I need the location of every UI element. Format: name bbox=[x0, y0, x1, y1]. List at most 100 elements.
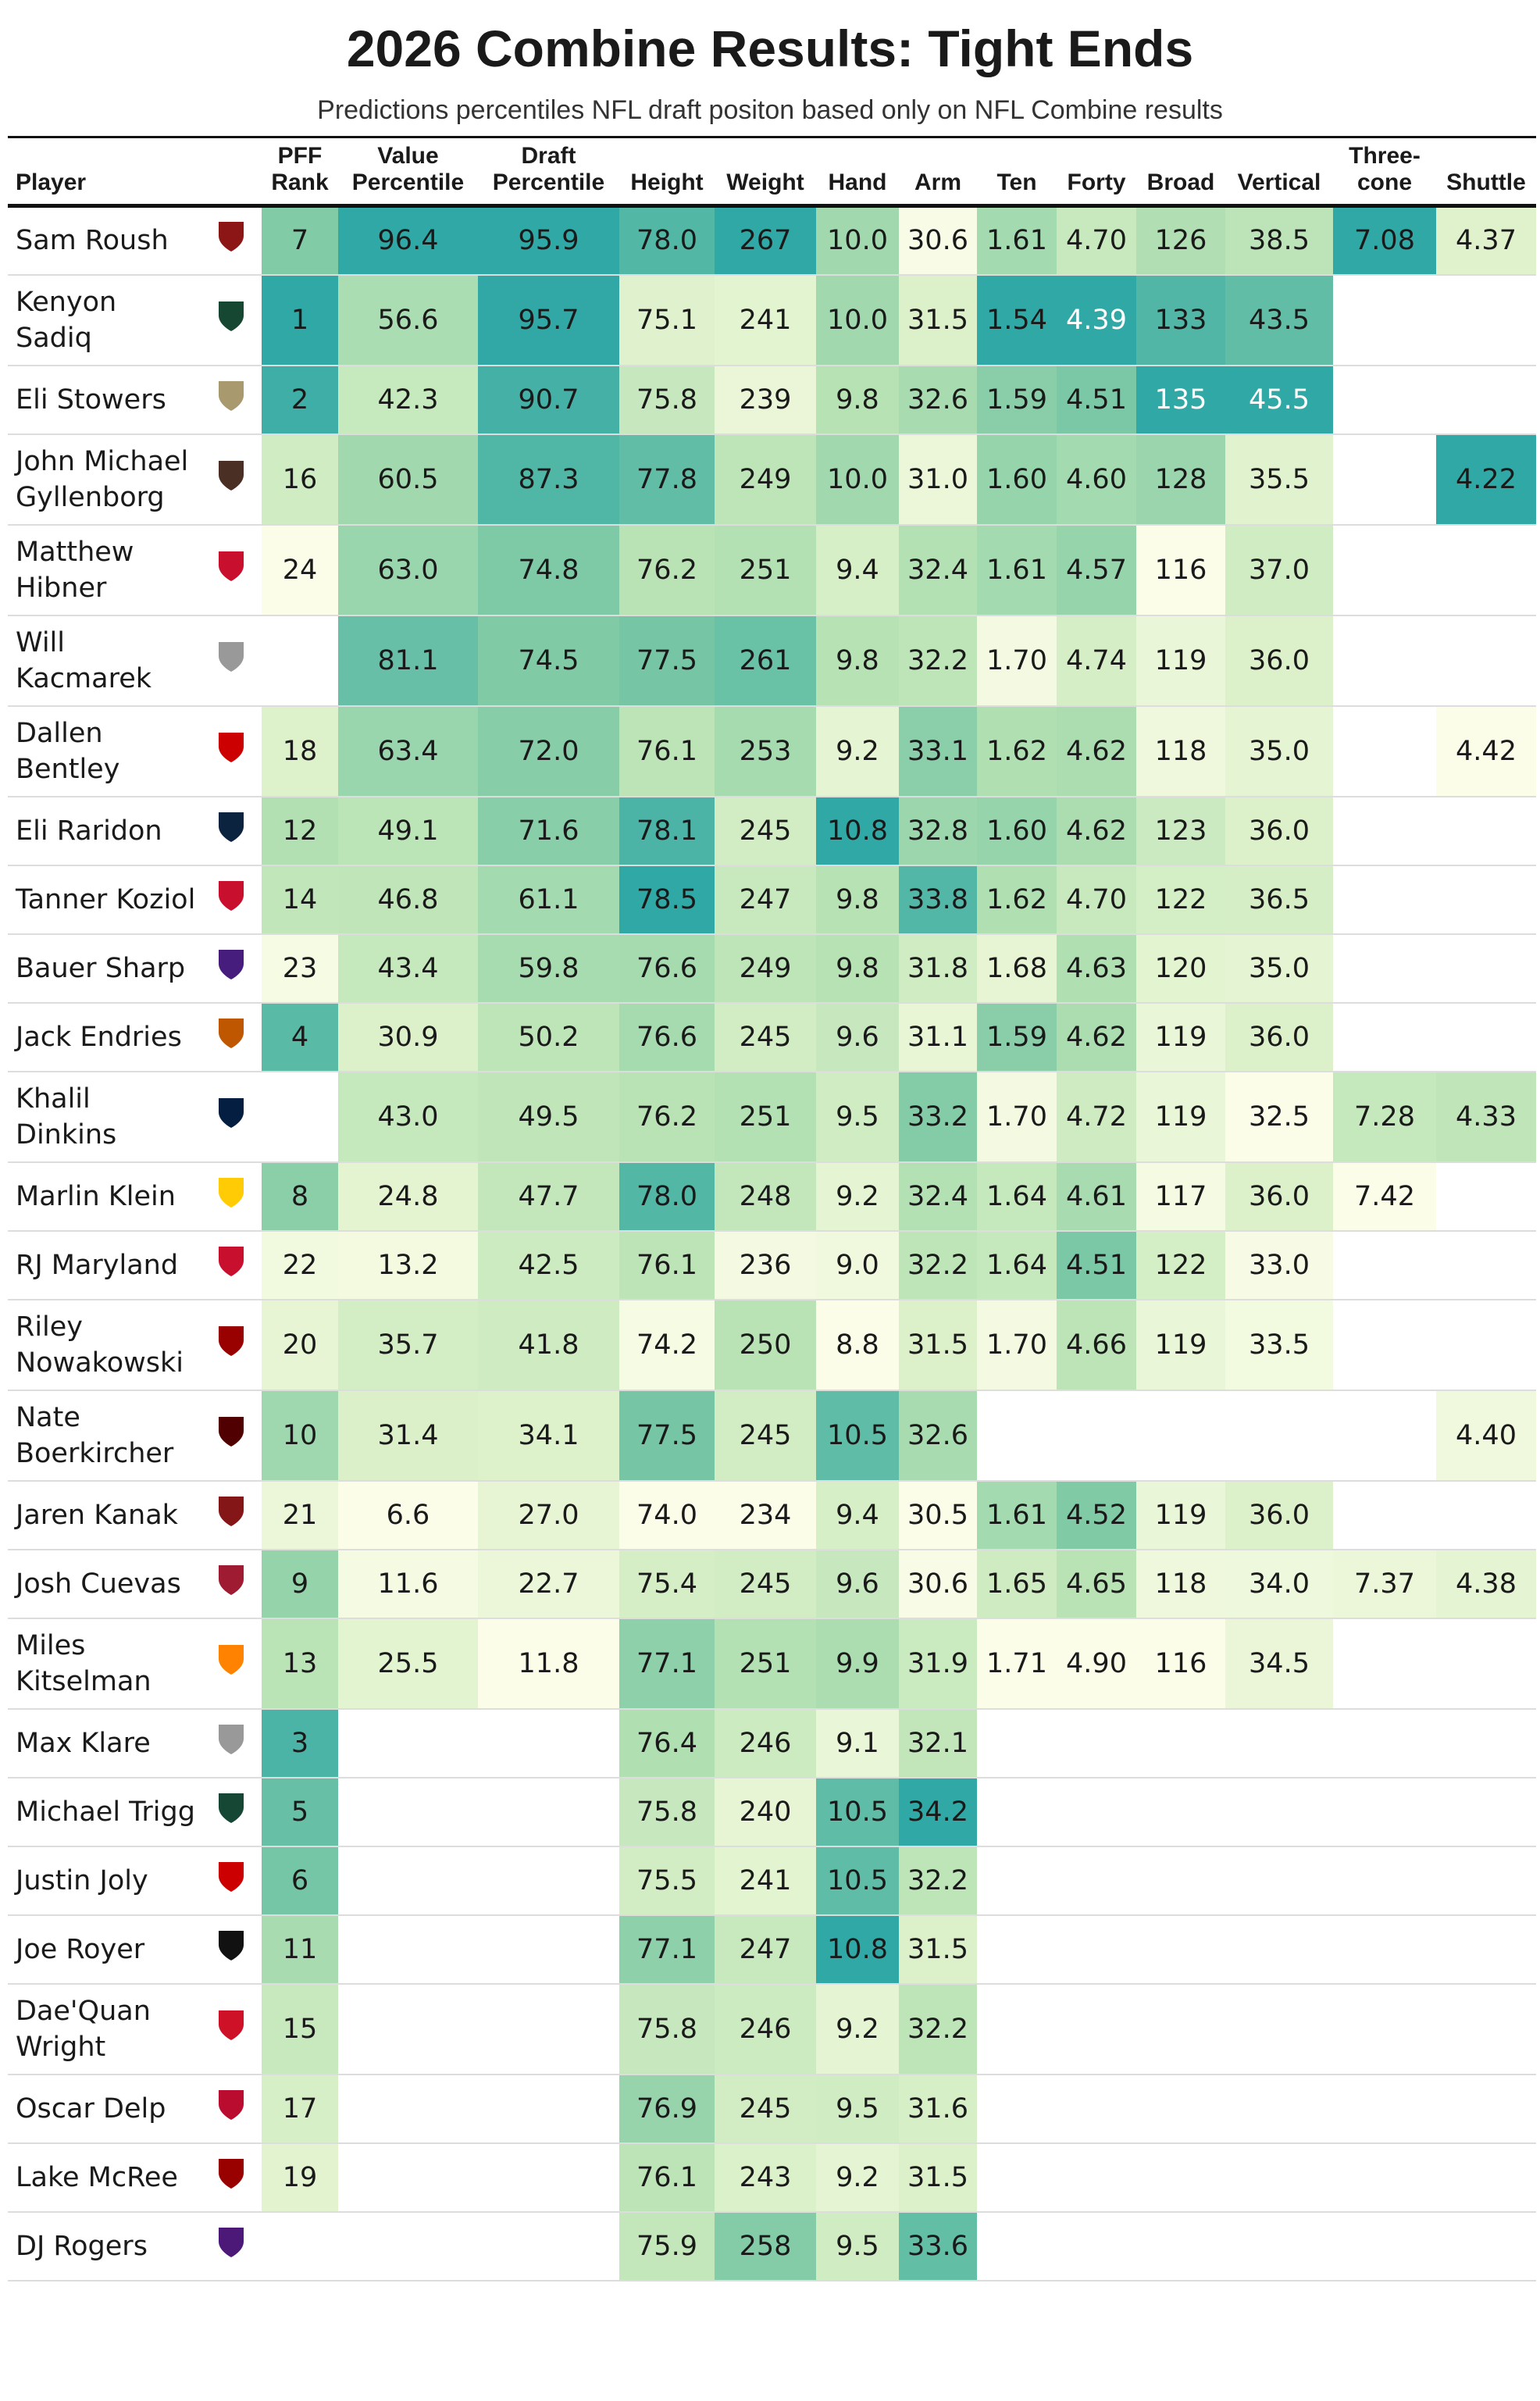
stat-cell: 10 bbox=[262, 1390, 338, 1482]
stat-cell: 116 bbox=[1136, 524, 1225, 616]
logo-shape bbox=[218, 1097, 244, 1128]
stat-cell: 9.6 bbox=[816, 1002, 899, 1072]
stat-cell bbox=[1436, 2074, 1536, 2144]
stat-cell: 250 bbox=[715, 1299, 816, 1391]
logo-shape bbox=[218, 460, 244, 491]
stat-cell: 4.62 bbox=[1057, 796, 1136, 866]
stat-cell bbox=[1333, 524, 1436, 616]
stat-cell: 9.8 bbox=[816, 933, 899, 1004]
stat-cell bbox=[1136, 1914, 1225, 1985]
stat-cell bbox=[1436, 1777, 1536, 1847]
stat-cell: 1.65 bbox=[977, 1549, 1057, 1619]
column-header: Three-cone bbox=[1333, 137, 1436, 208]
stat-cell: 43.4 bbox=[338, 933, 478, 1004]
column-header: Weight bbox=[715, 137, 816, 208]
player-name: Michael Trigg bbox=[8, 1777, 200, 1847]
stat-cell: 19 bbox=[262, 2142, 338, 2213]
stat-cell: 9.8 bbox=[816, 365, 899, 435]
team-logo bbox=[218, 2227, 244, 2257]
logo-shape bbox=[218, 2010, 244, 2040]
stat-cell: 118 bbox=[1136, 705, 1225, 797]
stat-cell: 9.0 bbox=[816, 1230, 899, 1300]
stat-cell: 76.1 bbox=[619, 1230, 715, 1300]
player-name: Justin Joly bbox=[8, 1846, 200, 1916]
stat-cell: 1.60 bbox=[977, 433, 1057, 526]
team-logo-cell bbox=[200, 2142, 262, 2213]
stat-cell: 15 bbox=[262, 1983, 338, 2075]
stat-cell: 119 bbox=[1136, 615, 1225, 707]
stat-cell: 50.2 bbox=[478, 1002, 619, 1072]
stat-cell: 32.4 bbox=[899, 1161, 977, 1232]
player-row: Jaren Kanak 21 6.6 27.0 74.0 234 9.4 30.5 1.61 4.… bbox=[8, 1480, 1536, 1550]
stat-cell bbox=[1136, 2142, 1225, 2213]
stat-cell bbox=[1333, 1230, 1436, 1300]
stat-cell bbox=[1333, 1480, 1436, 1550]
player-row: Khalil Dinkins 43.0 49.5 76.2 251 9.5 33.2 1.70… bbox=[8, 1071, 1536, 1163]
stat-cell: 7.37 bbox=[1333, 1549, 1436, 1619]
player-name: Riley Nowakowski bbox=[8, 1299, 200, 1391]
stat-cell bbox=[1436, 933, 1536, 1004]
stat-cell bbox=[1436, 1983, 1536, 2075]
stat-cell: 7 bbox=[262, 205, 338, 276]
stat-cell bbox=[1436, 1914, 1536, 1985]
logo-shape bbox=[218, 949, 244, 979]
stat-cell: 245 bbox=[715, 796, 816, 866]
player-name: Joe Royer bbox=[8, 1914, 200, 1985]
logo-shape bbox=[218, 2089, 244, 2120]
logo-shape bbox=[218, 732, 244, 762]
stat-cell: 34.5 bbox=[1225, 1618, 1333, 1710]
player-name: Dallen Bentley bbox=[8, 705, 200, 797]
stat-cell bbox=[1057, 1390, 1136, 1482]
stat-cell bbox=[1436, 1480, 1536, 1550]
player-name: Lake McRee bbox=[8, 2142, 200, 2213]
team-logo-cell bbox=[200, 2074, 262, 2144]
stat-cell: 249 bbox=[715, 933, 816, 1004]
stat-cell: 9.2 bbox=[816, 705, 899, 797]
team-logo-cell bbox=[200, 524, 262, 616]
stat-cell: 7.42 bbox=[1333, 1161, 1436, 1232]
stat-cell: 10.5 bbox=[816, 1846, 899, 1916]
stat-cell: 128 bbox=[1136, 433, 1225, 526]
stat-cell: 251 bbox=[715, 524, 816, 616]
stat-cell bbox=[977, 1390, 1057, 1482]
stat-cell: 9.2 bbox=[816, 2142, 899, 2213]
stat-cell bbox=[1333, 933, 1436, 1004]
stat-cell: 63.4 bbox=[338, 705, 478, 797]
team-logo bbox=[218, 2158, 244, 2189]
player-row: Eli Stowers 2 42.3 90.7 75.8 239 9.8 32.6 1.59 4.… bbox=[8, 365, 1536, 435]
stat-cell: 1.62 bbox=[977, 705, 1057, 797]
team-logo bbox=[218, 301, 244, 331]
stat-cell: 30.5 bbox=[899, 1480, 977, 1550]
stat-cell: 4.38 bbox=[1436, 1549, 1536, 1619]
stat-cell bbox=[338, 2142, 478, 2213]
team-logo bbox=[218, 1097, 244, 1128]
logo-shape bbox=[218, 301, 244, 331]
logo-shape bbox=[218, 380, 244, 411]
stat-cell: 33.5 bbox=[1225, 1299, 1333, 1391]
stat-cell: 1.64 bbox=[977, 1230, 1057, 1300]
team-logo bbox=[218, 2089, 244, 2120]
stat-cell: 246 bbox=[715, 1983, 816, 2075]
logo-shape bbox=[218, 222, 244, 252]
stat-cell: 76.6 bbox=[619, 1002, 715, 1072]
stat-cell bbox=[1333, 2211, 1436, 2281]
logo-shape bbox=[218, 812, 244, 842]
player-name: Khalil Dinkins bbox=[8, 1071, 200, 1163]
stat-cell: 37.0 bbox=[1225, 524, 1333, 616]
player-name: Will Kacmarek bbox=[8, 615, 200, 707]
stat-cell bbox=[1136, 1390, 1225, 1482]
stat-cell: 1.59 bbox=[977, 365, 1057, 435]
player-row: Dae'Quan Wright 15 75.8 246 9.2 32.2 bbox=[8, 1983, 1536, 2075]
column-header: Player bbox=[8, 137, 200, 208]
player-row: Matthew Hibner 24 63.0 74.8 76.2 251 9.4 32.4 1.… bbox=[8, 524, 1536, 616]
stat-cell: 13 bbox=[262, 1618, 338, 1710]
stat-cell: 36.0 bbox=[1225, 1480, 1333, 1550]
stat-cell: 245 bbox=[715, 1390, 816, 1482]
stat-cell: 1.61 bbox=[977, 524, 1057, 616]
stat-cell: 9.2 bbox=[816, 1161, 899, 1232]
stat-cell: 10.0 bbox=[816, 433, 899, 526]
stat-cell: 32.2 bbox=[899, 1230, 977, 1300]
stat-cell bbox=[338, 1983, 478, 2075]
player-row: Michael Trigg 5 75.8 240 10.5 34.2 bbox=[8, 1777, 1536, 1847]
